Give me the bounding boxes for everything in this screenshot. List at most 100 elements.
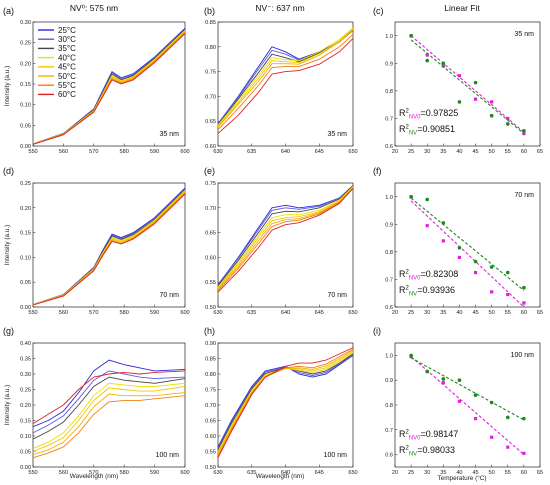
x-tick-label: 640 <box>281 310 290 316</box>
panel-label: (h) <box>204 326 215 336</box>
x-tick-label: 650 <box>348 310 357 316</box>
point-nv0 <box>457 399 462 403</box>
y-tick-label: 0.6 <box>385 305 393 311</box>
series-line-4 <box>32 385 186 452</box>
series-line-7 <box>32 193 186 306</box>
y-tick-label: 0.65 <box>205 231 216 237</box>
y-tick-label: 0.50 <box>205 305 216 311</box>
y-tick-label: 0.9 <box>385 378 393 384</box>
y-tick-label: 0.25 <box>20 181 31 187</box>
legend-entry: 25°C <box>58 26 76 35</box>
thickness-label: 100 nm <box>324 452 348 459</box>
panel-label: (c) <box>373 6 384 16</box>
plot-frame <box>32 342 186 468</box>
series-line-7 <box>217 188 354 293</box>
point-nvm <box>522 285 526 290</box>
point-nv0 <box>425 53 429 57</box>
panel-label: (f) <box>373 166 382 176</box>
thickness-label: 35 nm <box>515 31 535 38</box>
y-tick-label: 0.75 <box>205 181 216 187</box>
panel-label: (a) <box>3 6 14 16</box>
x-tick-label: 640 <box>281 149 290 155</box>
x-tick-label: 55 <box>505 310 511 316</box>
x-tick-label: 35 <box>440 310 446 316</box>
x-tick-label: 20 <box>392 310 398 316</box>
thickness-label: 100 nm <box>156 452 180 459</box>
r2-label-1: R2NV=0.98033 <box>399 445 455 458</box>
y-tick-label: 0.9 <box>385 222 393 228</box>
point-nvm <box>457 245 462 250</box>
y-tick-label: 0.75 <box>205 70 216 76</box>
r2-label-0: R2NV0=0.97825 <box>399 108 458 121</box>
y-tick-label: 0.7 <box>385 428 393 434</box>
y-tick-label: 0.60 <box>205 144 216 150</box>
point-nvm <box>505 122 510 126</box>
y-tick-label: 0.55 <box>205 280 216 286</box>
x-tick-label: 645 <box>315 470 324 476</box>
plot-frame <box>394 182 541 308</box>
x-tick-label: 630 <box>213 149 222 155</box>
series-line-3 <box>217 27 354 126</box>
point-nvm <box>409 33 413 38</box>
x-tick-label: 65 <box>537 310 543 316</box>
series-line-3 <box>32 29 186 145</box>
point-nvm <box>441 221 446 225</box>
point-nv0 <box>473 270 478 275</box>
series-line-0 <box>217 355 354 448</box>
y-tick-label: 0.30 <box>20 372 31 378</box>
point-nvm <box>522 416 526 421</box>
point-nv0 <box>490 100 494 104</box>
y-tick-label: 0.05 <box>20 280 31 286</box>
legend-entry: 60°C <box>58 90 76 99</box>
point-nvm <box>425 58 430 63</box>
point-nv0 <box>425 224 429 228</box>
x-tick-label: 40 <box>456 310 462 316</box>
series-line-2 <box>217 30 354 125</box>
series-line-4 <box>32 191 186 306</box>
x-tick-label: 630 <box>213 310 222 316</box>
axis-labels: Wavelength (nm) Wavelength (nm) Temperat… <box>4 66 487 482</box>
series-line-7 <box>32 33 186 145</box>
panel-label: (e) <box>204 166 215 176</box>
series-line-4 <box>217 28 354 127</box>
xlabel-col3: Temperature (°C) <box>437 474 486 482</box>
y-tick-label: 0.6 <box>385 453 393 459</box>
legend-entry: 55°C <box>58 81 76 90</box>
point-nv0 <box>506 445 510 449</box>
x-tick-label: 560 <box>59 310 68 316</box>
y-tick-label: 0.60 <box>205 434 216 440</box>
fit-line-1 <box>410 39 525 135</box>
point-nv0 <box>522 451 526 455</box>
title-col2: NV⁻: 637 nm <box>255 3 304 13</box>
point-nvm <box>489 265 494 269</box>
x-tick-label: 45 <box>472 470 478 476</box>
series-line-5 <box>217 29 354 128</box>
y-tick-label: 0.55 <box>205 450 216 456</box>
x-tick-label: 60 <box>521 470 527 476</box>
xlabel-col1: Wavelength (nm) <box>70 473 118 480</box>
y-tick-label: 0.15 <box>20 419 31 425</box>
x-tick-label: 580 <box>120 149 129 155</box>
thickness-label: 70 nm <box>328 292 348 299</box>
series-line-5 <box>32 192 186 306</box>
legend: 25°C30°C35°C40°C45°C50°C55°C60°C <box>38 26 76 99</box>
series-line-1 <box>32 28 186 145</box>
panels: (a) 550 560 570 580 590 600 0.00 0.05 0.10 0.15 0.2… <box>3 6 543 476</box>
plot-frame <box>217 342 354 468</box>
thickness-label: 70 nm <box>515 192 535 199</box>
y-tick-label: 0.00 <box>20 305 31 311</box>
x-tick-label: 635 <box>247 149 256 155</box>
x-tick-label: 20 <box>392 149 398 155</box>
y-tick-label: 0.25 <box>20 41 31 47</box>
x-tick-label: 50 <box>489 470 495 476</box>
y-tick-label: 0.6 <box>385 144 393 150</box>
series-line-7 <box>217 38 354 134</box>
point-nvm <box>489 113 494 118</box>
panel-label: (g) <box>3 326 14 336</box>
x-tick-label: 600 <box>180 470 189 476</box>
y-tick-label: 0.8 <box>385 403 393 409</box>
panel-h: (h) 630 635 640 645 650 0.50 0.55 0.60 0.65 0.70 0.… <box>204 326 358 476</box>
y-tick-label: 0.8 <box>385 89 393 95</box>
x-tick-label: 55 <box>505 470 511 476</box>
